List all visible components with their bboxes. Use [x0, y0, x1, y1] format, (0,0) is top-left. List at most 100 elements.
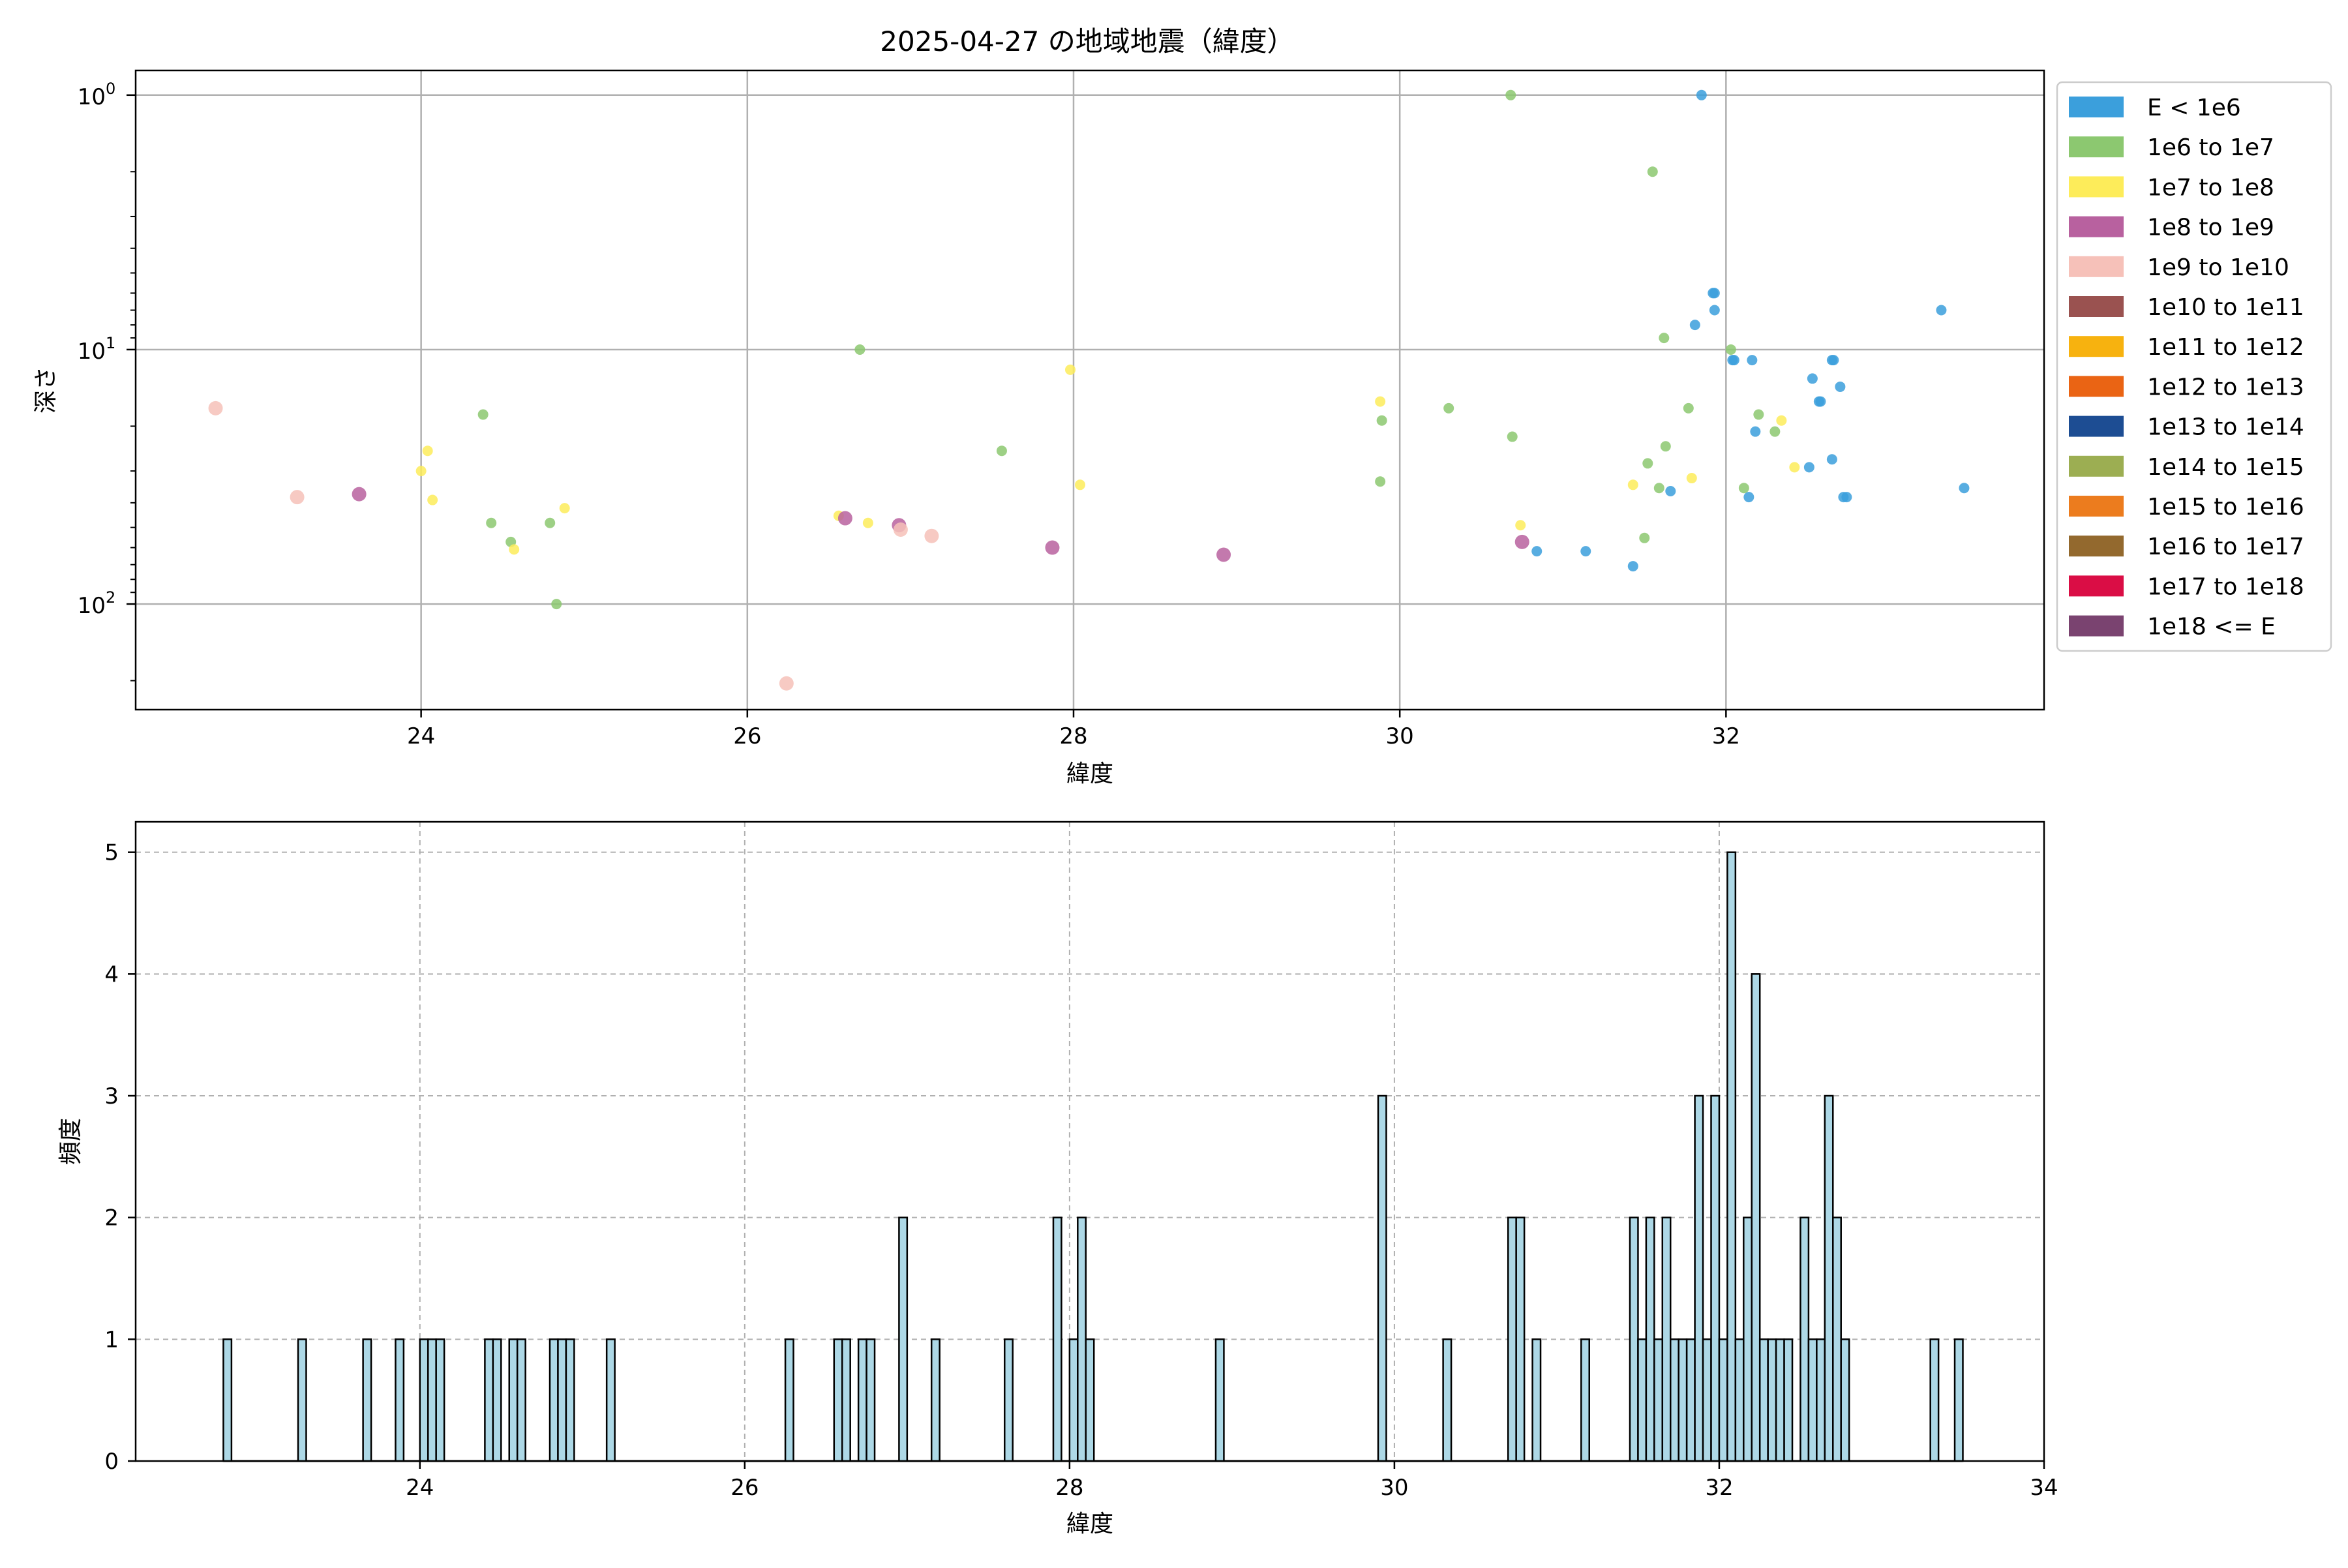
- legend-label: 1e9 to 1e10: [2147, 254, 2289, 281]
- scatter-point: [1639, 532, 1650, 543]
- scatter-point: [1216, 547, 1231, 562]
- hist-bar: [1807, 1338, 1818, 1462]
- legend-box: [2056, 81, 2332, 652]
- hist-bar: [1743, 1216, 1753, 1462]
- scatter-point: [1813, 396, 1824, 407]
- scatter-point: [1642, 458, 1653, 469]
- hist-bar: [898, 1216, 909, 1462]
- hist-y-tick-label: 4: [104, 961, 119, 988]
- scatter-point: [486, 517, 497, 528]
- hist-bar: [1515, 1216, 1526, 1462]
- hist-bar: [508, 1338, 519, 1462]
- scatter-point: [1747, 355, 1758, 366]
- hist-bar: [484, 1338, 494, 1462]
- scatter-point: [290, 490, 305, 505]
- hist-bar: [784, 1338, 794, 1462]
- scatter-point: [1776, 415, 1787, 426]
- legend-label: 1e13 to 1e14: [2147, 414, 2304, 441]
- scatter-point: [1738, 483, 1749, 494]
- scatter-point: [352, 487, 367, 502]
- scatter-point: [1660, 441, 1671, 452]
- hist-bar: [1718, 1338, 1728, 1462]
- hist-bar: [1661, 1216, 1672, 1462]
- hist-bar: [1077, 1216, 1087, 1462]
- figure-title: 2025-04-27 の地域地震（緯度）: [880, 25, 1294, 57]
- scatter-point: [1376, 415, 1387, 426]
- legend-label: 1e14 to 1e15: [2147, 454, 2304, 481]
- scatter-point: [415, 466, 427, 477]
- hist-bar: [1929, 1338, 1940, 1462]
- hist-bar: [1637, 1338, 1648, 1462]
- hist-bar: [1953, 1338, 1964, 1462]
- hist-bar: [857, 1338, 867, 1462]
- hist-bar: [297, 1338, 307, 1462]
- legend-label: 1e15 to 1e16: [2147, 494, 2304, 520]
- legend: E < 1e6 1e6 to 1e7 1e7 to 1e8 1e8 to 1e9 1e9…: [2056, 81, 2332, 652]
- scatter-point: [1045, 540, 1060, 555]
- hist-bar: [1832, 1216, 1842, 1462]
- scatter-point: [1696, 89, 1707, 100]
- legend-swatch: [2069, 216, 2124, 237]
- hist-bar: [865, 1338, 876, 1462]
- scatter-point: [1725, 344, 1736, 355]
- scatter-point: [1936, 305, 1947, 316]
- scatter-point: [837, 511, 852, 526]
- hist-bar: [1052, 1216, 1062, 1462]
- legend-swatch: [2069, 615, 2124, 637]
- scatter-point: [1683, 402, 1694, 414]
- legend-label: 1e17 to 1e18: [2147, 573, 2304, 600]
- scatter-point: [1769, 426, 1781, 437]
- hist-bar: [1767, 1338, 1777, 1462]
- hist-bar: [1629, 1216, 1639, 1462]
- hist-bar: [1702, 1338, 1712, 1462]
- scatter-point: [779, 676, 794, 691]
- scatter-point: [1580, 546, 1591, 557]
- scatter-x-tick-label: 26: [733, 723, 761, 749]
- legend-swatch: [2069, 176, 2124, 198]
- scatter-point: [1515, 520, 1526, 531]
- hist-bar: [492, 1338, 502, 1462]
- legend-label: 1e10 to 1e11: [2147, 294, 2304, 321]
- scatter-point: [1803, 462, 1814, 473]
- scatter-point: [1689, 320, 1700, 331]
- scatter-y-tick-base: 10: [78, 593, 106, 619]
- scatter-point: [996, 445, 1007, 457]
- hist-bar: [841, 1338, 851, 1462]
- legend-swatch: [2069, 97, 2124, 117]
- scatter-point: [559, 503, 570, 514]
- hist-bar: [1085, 1338, 1095, 1462]
- hist-y-tick-label: 0: [104, 1449, 119, 1475]
- scatter-point: [545, 517, 556, 528]
- scatter-point: [1375, 396, 1386, 407]
- scatter-point: [1743, 492, 1754, 503]
- scatter-point: [1750, 426, 1761, 437]
- legend-swatch: [2069, 455, 2124, 477]
- scatter-point: [1826, 454, 1837, 465]
- scatter-point: [1507, 431, 1518, 442]
- hist-bar: [435, 1338, 445, 1462]
- scatter-point: [551, 599, 562, 610]
- scatter-point: [1686, 473, 1697, 484]
- scatter-point: [422, 445, 433, 457]
- scatter-point: [862, 517, 873, 528]
- hist-x-tick-label: 34: [2030, 1475, 2058, 1501]
- scatter-point: [1074, 479, 1085, 490]
- scatter-point: [1443, 402, 1454, 414]
- scatter-point: [1653, 483, 1664, 494]
- legend-swatch: [2069, 136, 2124, 158]
- legend-swatch: [2069, 336, 2124, 357]
- hist-bar: [1799, 1216, 1810, 1462]
- hist-plot-frame: [134, 821, 2045, 1462]
- hist-y-tick-label: 5: [104, 840, 119, 866]
- hist-x-tick-label: 28: [1055, 1475, 1083, 1501]
- scatter-point: [1659, 333, 1670, 344]
- hist-x-tick-label: 32: [1705, 1475, 1733, 1501]
- legend-label: 1e18 <= E: [2147, 614, 2276, 641]
- scatter-point: [477, 409, 489, 420]
- hist-bar: [930, 1338, 941, 1462]
- hist-x-axis-label: 緯度: [1066, 1511, 1113, 1537]
- scatter-y-tick-label: 101: [78, 334, 116, 365]
